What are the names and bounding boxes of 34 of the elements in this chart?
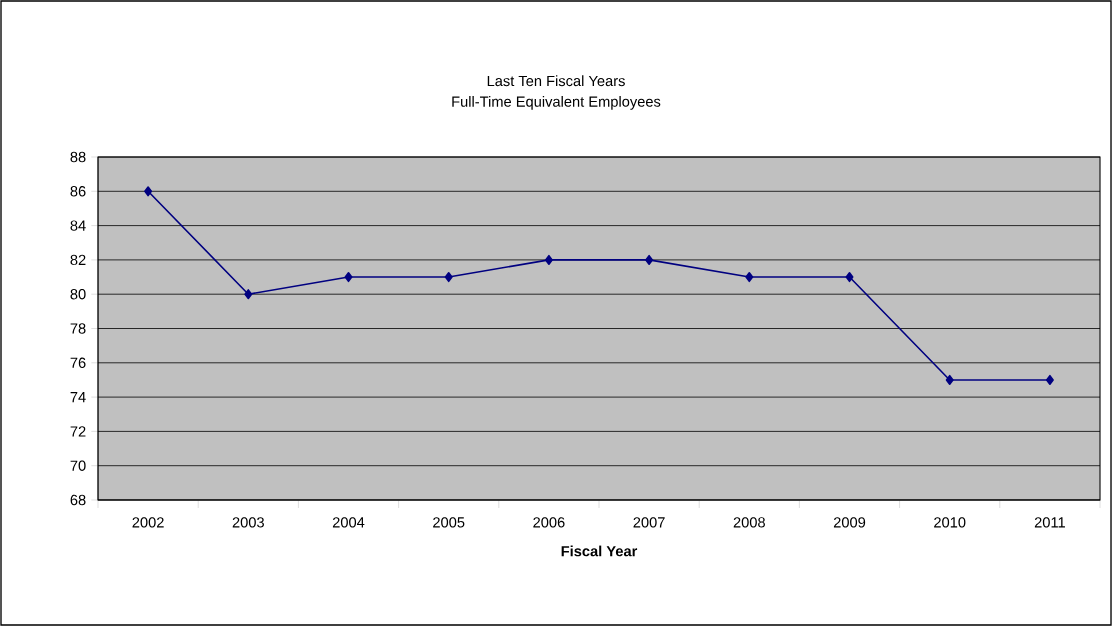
y-tick-label: 68 xyxy=(70,494,86,506)
point xyxy=(444,271,453,283)
x-tick-label: 2002 xyxy=(132,517,164,528)
point xyxy=(645,254,654,265)
point xyxy=(745,271,754,283)
point xyxy=(144,186,153,197)
x-tick-label: 2004 xyxy=(332,517,365,528)
x-tick-label: 2006 xyxy=(533,517,565,528)
chart-title: Last Ten Fiscal Years xyxy=(487,75,625,87)
point xyxy=(945,374,954,386)
point xyxy=(344,271,353,283)
y-tick-label: 70 xyxy=(70,460,86,471)
point xyxy=(845,271,854,283)
x-axis-title: Fiscal Year xyxy=(561,545,638,557)
y-tick-label: 76 xyxy=(70,357,86,368)
x-tick-label: 2010 xyxy=(934,517,966,528)
y-tick-label: 88 xyxy=(70,151,86,163)
point xyxy=(1045,374,1054,386)
chart-subtitle: Full-Time Equivalent Employees xyxy=(452,96,661,110)
y-tick-label: 74 xyxy=(70,392,86,403)
point xyxy=(244,289,253,300)
y-tick-label: 82 xyxy=(70,254,86,266)
y-tick-label: 84 xyxy=(70,220,86,231)
x-tick-label: 2007 xyxy=(633,517,665,528)
y-tick-label: 78 xyxy=(70,323,86,334)
point xyxy=(544,254,553,265)
x-tick-label: 2003 xyxy=(232,517,264,528)
x-tick-label: 2011 xyxy=(1034,517,1065,528)
x-tick-label: 2009 xyxy=(833,517,866,528)
x-tick-label: 2005 xyxy=(433,517,465,528)
y-tick-label: 86 xyxy=(70,186,86,197)
x-tick-label: 2008 xyxy=(733,517,765,528)
y-tick-label: 72 xyxy=(70,426,86,437)
y-tick-label: 80 xyxy=(70,289,86,300)
